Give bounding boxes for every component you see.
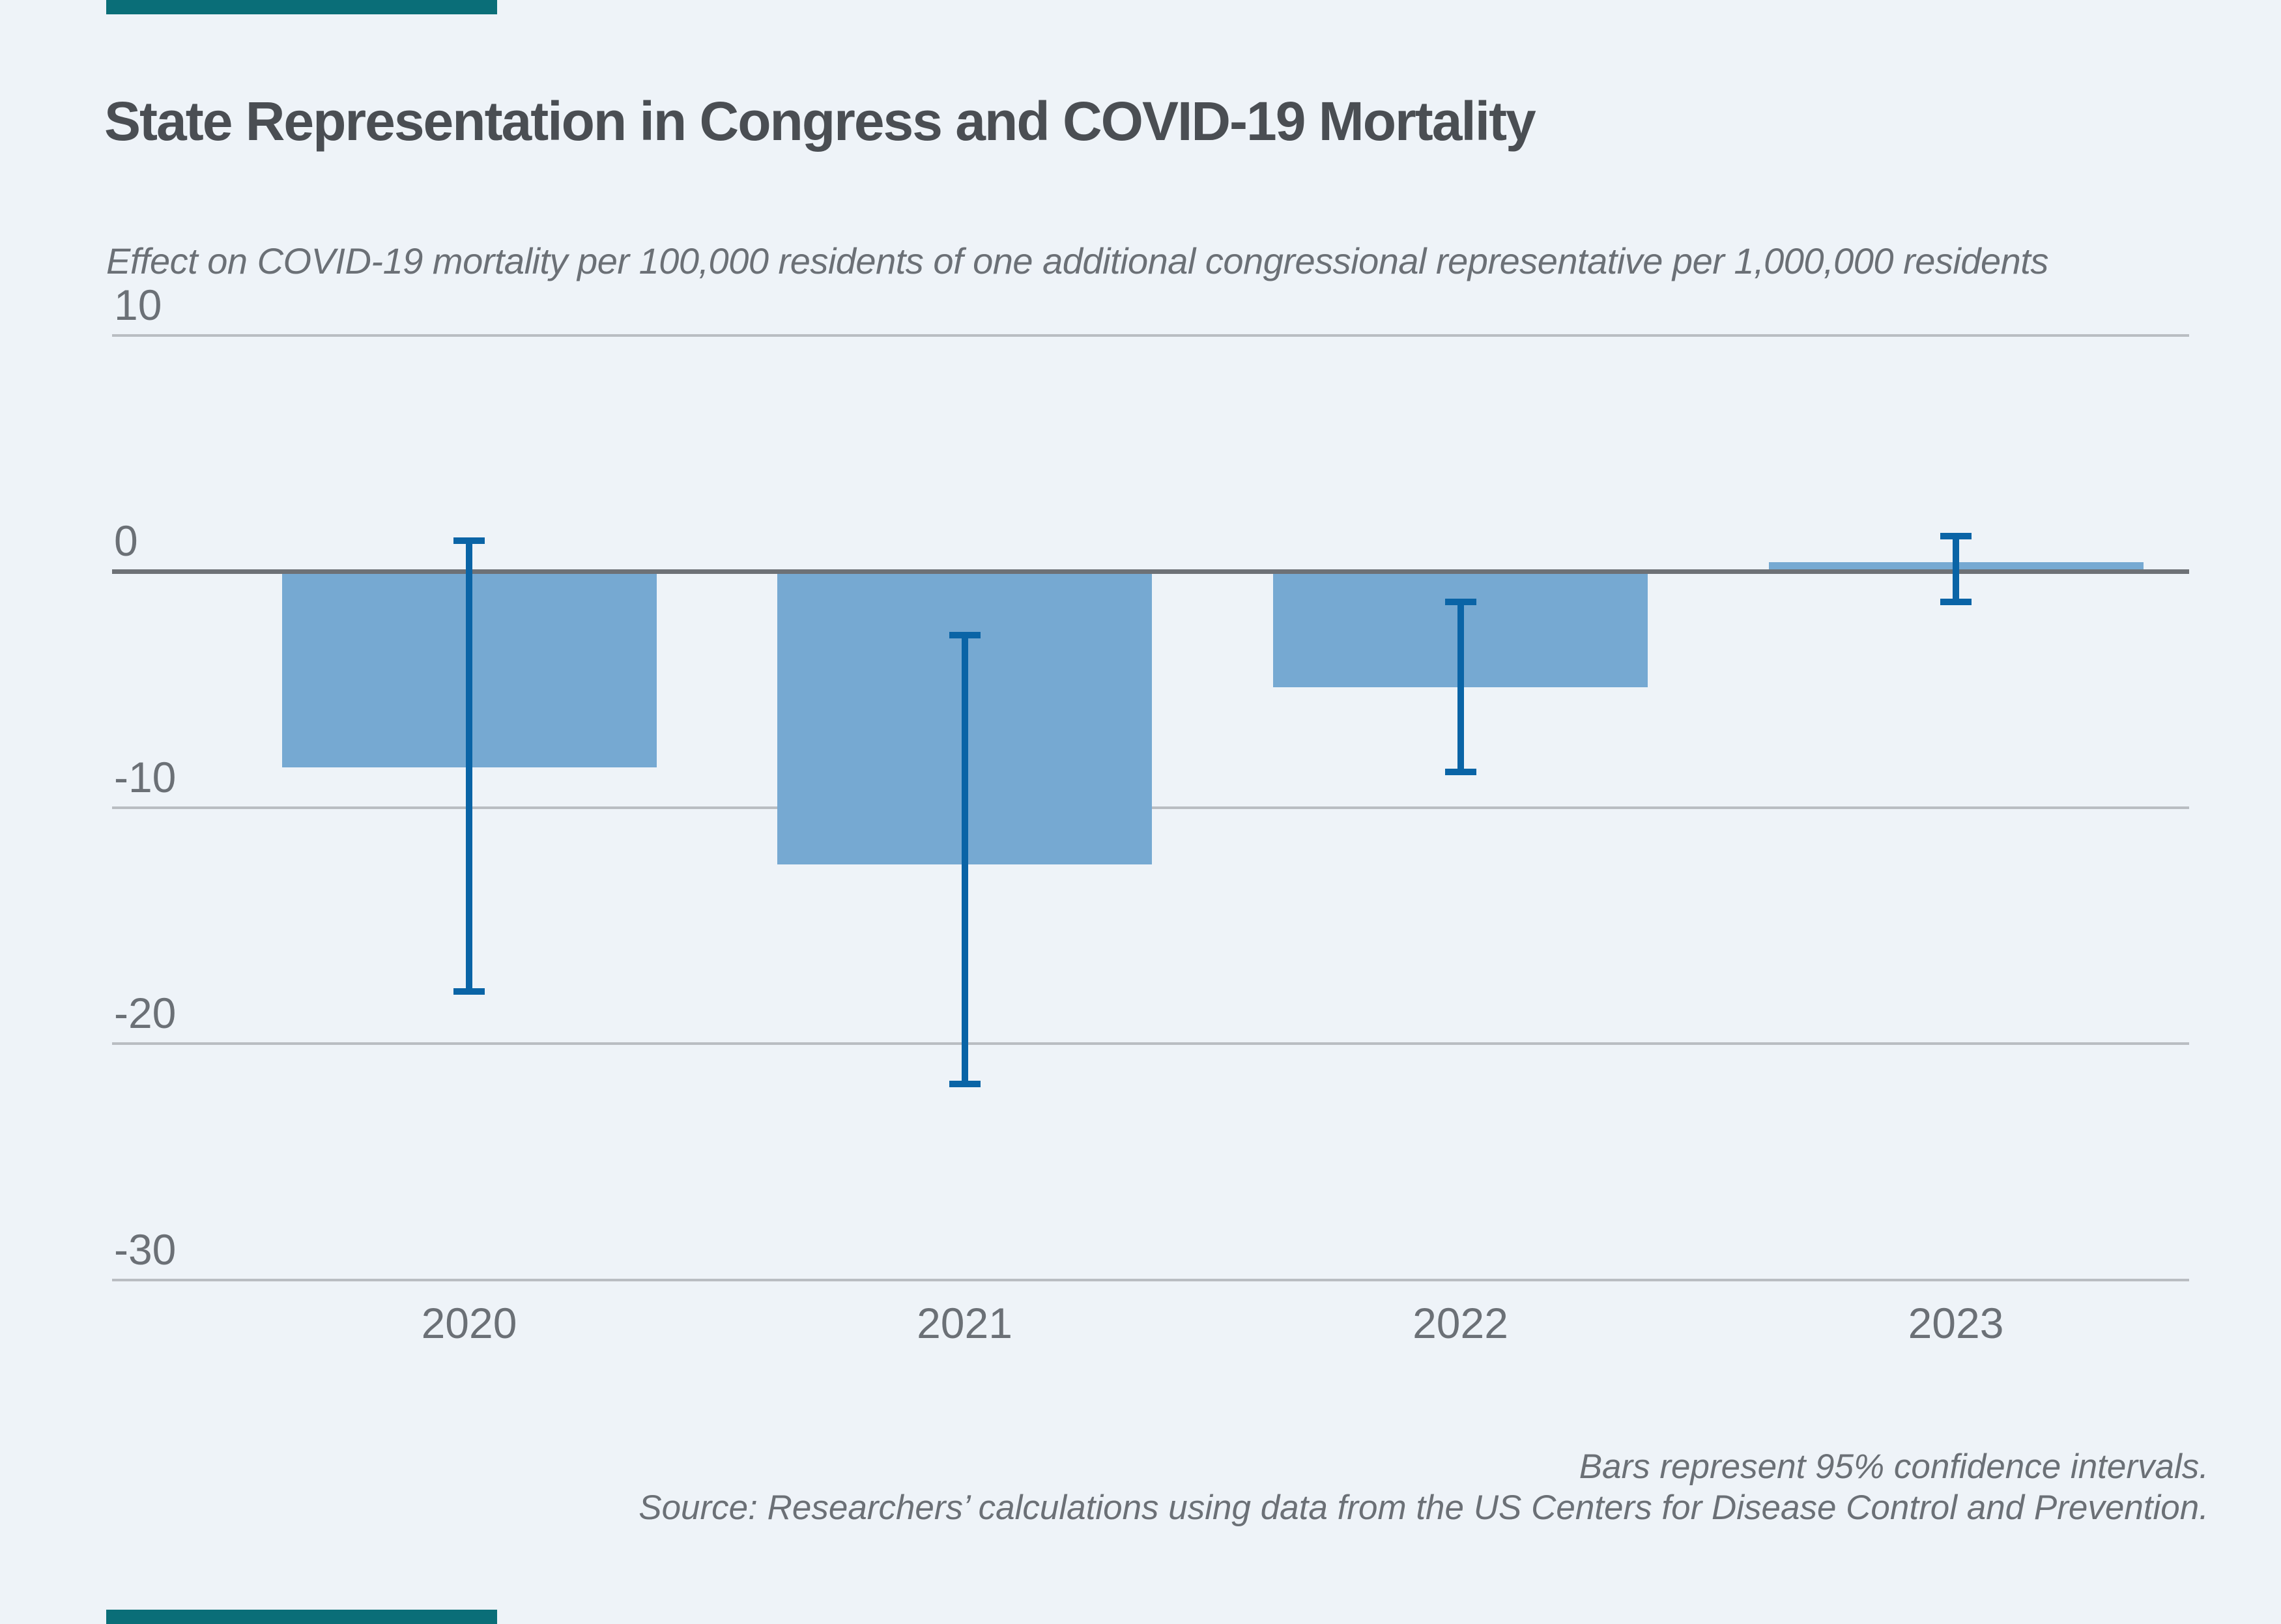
gridline-y-10 bbox=[112, 334, 2189, 337]
y-tick-label--20: -20 bbox=[114, 989, 177, 1037]
error-bar-line-2020 bbox=[466, 540, 472, 992]
accent-bar-bottom bbox=[106, 1610, 497, 1624]
y-tick-label--30: -30 bbox=[114, 1225, 177, 1274]
error-bar-cap-bottom-2021 bbox=[949, 1080, 981, 1087]
error-bar-line-2022 bbox=[1457, 602, 1464, 773]
gridline-y--20 bbox=[112, 1042, 2189, 1045]
error-bar-line-2023 bbox=[1953, 535, 1959, 603]
error-bar-cap-top-2022 bbox=[1444, 599, 1476, 606]
error-bar-cap-top-2023 bbox=[1940, 532, 1972, 539]
y-tick-label--10: -10 bbox=[114, 752, 177, 801]
error-bar-cap-bottom-2022 bbox=[1444, 769, 1476, 776]
x-tick-label-2023: 2023 bbox=[1908, 1299, 2004, 1347]
error-bar-cap-top-2020 bbox=[453, 537, 485, 544]
x-tick-label-2020: 2020 bbox=[421, 1299, 517, 1347]
footnote-source: Source: Researchers’ calculations using … bbox=[638, 1489, 2209, 1527]
error-bar-line-2021 bbox=[961, 634, 968, 1084]
chart-subtitle: Effect on COVID-19 mortality per 100,000… bbox=[106, 240, 2048, 281]
axis-zero-line bbox=[112, 569, 2189, 574]
y-tick-label-10: 10 bbox=[114, 280, 162, 329]
chart-title: State Representation in Congress and COV… bbox=[104, 91, 1536, 152]
x-tick-label-2022: 2022 bbox=[1413, 1299, 1508, 1347]
error-bar-cap-bottom-2020 bbox=[453, 988, 485, 995]
error-bar-cap-bottom-2023 bbox=[1940, 599, 1972, 606]
accent-bar-top bbox=[106, 0, 497, 14]
gridline-y--30 bbox=[112, 1278, 2189, 1281]
x-tick-label-2021: 2021 bbox=[917, 1299, 1012, 1347]
error-bar-cap-top-2021 bbox=[949, 631, 981, 638]
footnote-confidence-intervals: Bars represent 95% confidence intervals. bbox=[1579, 1447, 2209, 1486]
footnotes: Bars represent 95% confidence intervals.… bbox=[638, 1446, 2209, 1528]
y-tick-label-0: 0 bbox=[114, 517, 138, 565]
